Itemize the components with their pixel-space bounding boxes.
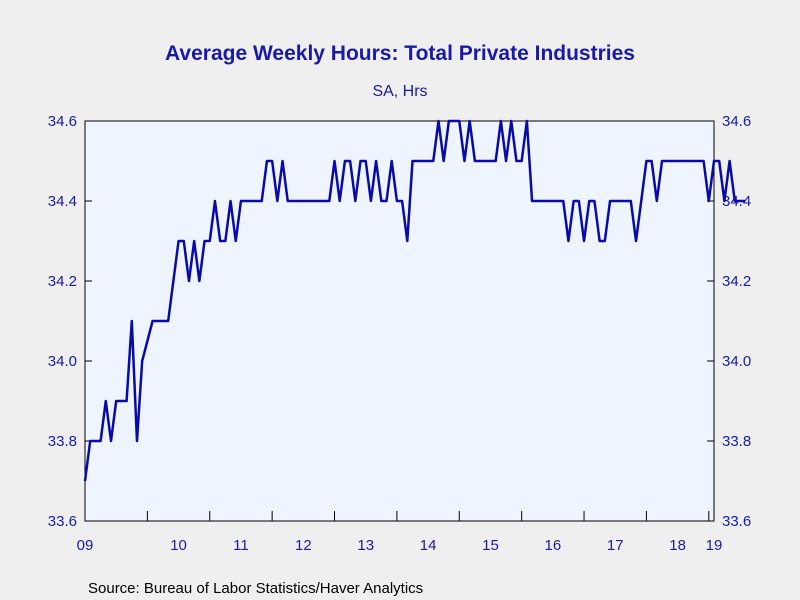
- y-tick-label-right: 34.6: [722, 113, 751, 130]
- y-tick-label-right: 34.2: [722, 273, 751, 290]
- chart-title: Average Weekly Hours: Total Private Indu…: [165, 42, 635, 65]
- x-tick-label: 09: [77, 537, 94, 554]
- x-tick-label: 18: [669, 537, 686, 554]
- y-tick-label-left: 34.6: [48, 113, 77, 130]
- y-tick-label-right: 33.8: [722, 433, 751, 450]
- y-tick-label-right: 34.0: [722, 353, 751, 370]
- axis-labels: 34.6 34.634.4 34.434.2 34.234.0 34.033.8 33.8…: [48, 113, 751, 554]
- chart-subtitle: SA, Hrs: [372, 83, 427, 100]
- x-tick-label: 11: [233, 537, 249, 554]
- series-line: [83, 119, 746, 482]
- x-tick-label: 17: [607, 537, 624, 554]
- x-tick-label: 19: [706, 537, 723, 554]
- y-tick-label-left: 34.2: [48, 273, 77, 290]
- axis-ticks: [84, 120, 714, 522]
- y-tick-label-left: 34.4: [48, 193, 77, 210]
- x-tick-label: 13: [357, 537, 374, 554]
- y-tick-label-left: 33.6: [48, 513, 77, 530]
- x-tick-label: 15: [482, 537, 499, 554]
- x-tick-label: 16: [545, 537, 562, 554]
- x-tick-label: 10: [170, 537, 187, 554]
- plot-area: [84, 120, 715, 522]
- y-tick-label-left: 33.8: [48, 433, 77, 450]
- x-tick-label: 12: [295, 537, 312, 554]
- y-tick-label-right: 33.6: [722, 513, 751, 530]
- source-note: Source: Bureau of Labor Statistics/Haver…: [88, 580, 423, 597]
- y-tick-label-left: 34.0: [48, 353, 77, 370]
- x-tick-label: 14: [420, 537, 437, 554]
